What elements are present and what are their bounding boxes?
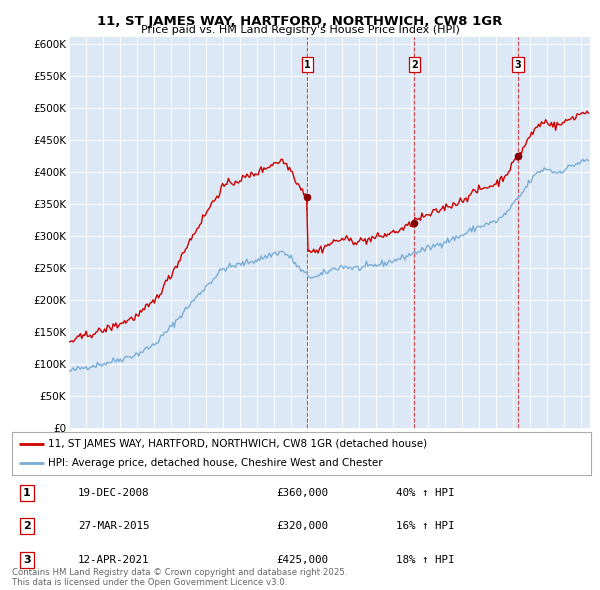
- Text: HPI: Average price, detached house, Cheshire West and Chester: HPI: Average price, detached house, Ches…: [49, 458, 383, 468]
- Text: 1: 1: [23, 488, 31, 497]
- Text: 3: 3: [515, 60, 521, 70]
- Text: 2: 2: [23, 522, 31, 531]
- Text: 12-APR-2021: 12-APR-2021: [78, 555, 149, 565]
- Text: 2: 2: [411, 60, 418, 70]
- Text: £360,000: £360,000: [276, 488, 328, 497]
- Text: £320,000: £320,000: [276, 522, 328, 531]
- Text: 1: 1: [304, 60, 311, 70]
- Text: 19-DEC-2008: 19-DEC-2008: [78, 488, 149, 497]
- Text: 40% ↑ HPI: 40% ↑ HPI: [396, 488, 455, 497]
- Text: 16% ↑ HPI: 16% ↑ HPI: [396, 522, 455, 531]
- Text: 27-MAR-2015: 27-MAR-2015: [78, 522, 149, 531]
- Text: Price paid vs. HM Land Registry's House Price Index (HPI): Price paid vs. HM Land Registry's House …: [140, 25, 460, 35]
- Text: 11, ST JAMES WAY, HARTFORD, NORTHWICH, CW8 1GR: 11, ST JAMES WAY, HARTFORD, NORTHWICH, C…: [97, 15, 503, 28]
- Text: £425,000: £425,000: [276, 555, 328, 565]
- Text: 11, ST JAMES WAY, HARTFORD, NORTHWICH, CW8 1GR (detached house): 11, ST JAMES WAY, HARTFORD, NORTHWICH, C…: [49, 439, 428, 449]
- Text: 3: 3: [23, 555, 31, 565]
- Text: 18% ↑ HPI: 18% ↑ HPI: [396, 555, 455, 565]
- Text: Contains HM Land Registry data © Crown copyright and database right 2025.
This d: Contains HM Land Registry data © Crown c…: [12, 568, 347, 587]
